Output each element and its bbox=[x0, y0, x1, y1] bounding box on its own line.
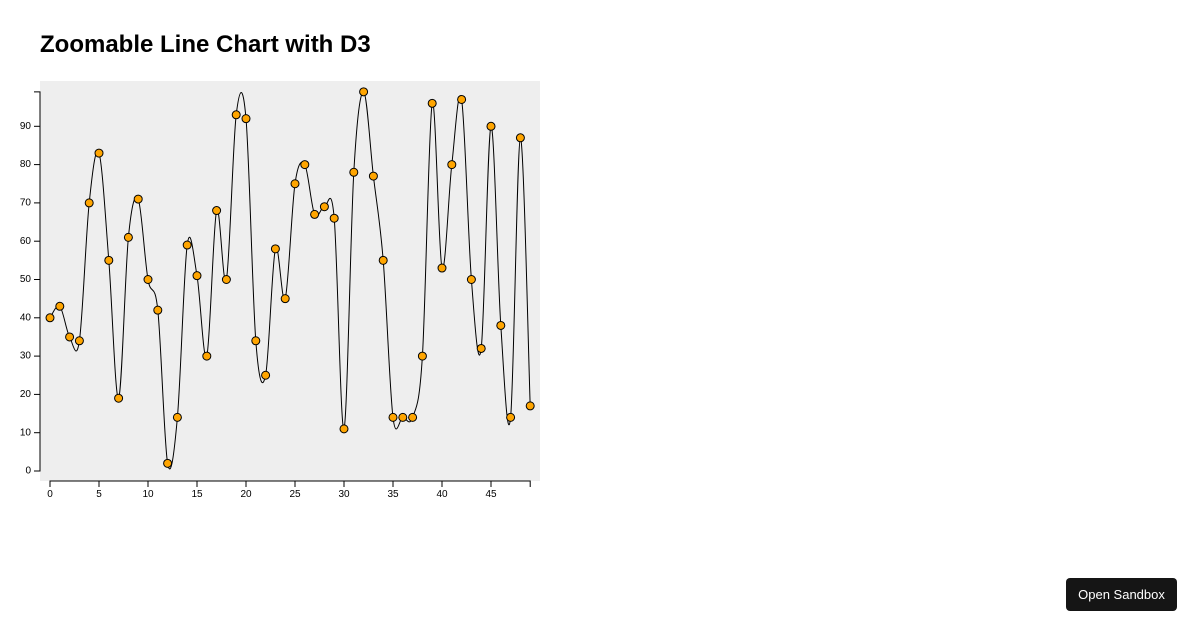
y-tick-label: 40 bbox=[20, 312, 32, 323]
data-point[interactable] bbox=[349, 167, 359, 177]
x-tick-label: 35 bbox=[387, 489, 399, 500]
y-tick-label: 70 bbox=[20, 198, 32, 209]
data-point[interactable] bbox=[310, 209, 320, 219]
x-tick-label: 30 bbox=[338, 489, 350, 500]
data-point[interactable] bbox=[427, 98, 437, 108]
data-point[interactable] bbox=[290, 179, 300, 189]
x-tick-label: 20 bbox=[240, 489, 252, 500]
y-tick-label: 10 bbox=[20, 427, 32, 438]
data-point[interactable] bbox=[270, 244, 280, 254]
x-axis: 0 5 10 15 20 25 30 35 40 45 bbox=[47, 480, 531, 500]
data-point[interactable] bbox=[476, 343, 486, 353]
data-point[interactable] bbox=[359, 87, 369, 97]
data-point[interactable] bbox=[153, 305, 163, 315]
data-point[interactable] bbox=[231, 110, 241, 120]
data-point[interactable] bbox=[114, 393, 124, 403]
data-point[interactable] bbox=[55, 301, 65, 311]
data-point[interactable] bbox=[378, 255, 388, 265]
data-point[interactable] bbox=[182, 240, 192, 250]
x-tick-label: 25 bbox=[289, 489, 301, 500]
data-point[interactable] bbox=[45, 313, 55, 323]
x-tick-label: 10 bbox=[142, 489, 154, 500]
data-point[interactable] bbox=[74, 336, 84, 346]
plot-background[interactable] bbox=[40, 81, 540, 481]
x-tick-label: 15 bbox=[191, 489, 203, 500]
data-point[interactable] bbox=[280, 294, 290, 304]
y-axis: 0 10 20 30 40 50 60 70 80 90 bbox=[20, 91, 41, 477]
data-point[interactable] bbox=[300, 160, 310, 170]
data-point[interactable] bbox=[408, 412, 418, 422]
data-point[interactable] bbox=[133, 194, 143, 204]
open-sandbox-button[interactable]: Open Sandbox bbox=[1066, 578, 1177, 611]
data-point[interactable] bbox=[65, 332, 75, 342]
data-point[interactable] bbox=[496, 320, 506, 330]
data-point[interactable] bbox=[104, 255, 114, 265]
y-tick-label: 30 bbox=[20, 351, 32, 362]
data-point[interactable] bbox=[447, 160, 457, 170]
y-tick-label: 0 bbox=[25, 466, 31, 477]
y-tick-label: 90 bbox=[20, 121, 32, 132]
y-tick-label: 60 bbox=[20, 236, 32, 247]
page-title: Zoomable Line Chart with D3 bbox=[40, 31, 371, 58]
x-tick-label: 45 bbox=[485, 489, 497, 500]
data-point[interactable] bbox=[388, 412, 398, 422]
data-point[interactable] bbox=[525, 401, 535, 411]
data-point[interactable] bbox=[319, 202, 329, 212]
data-point[interactable] bbox=[94, 148, 104, 158]
x-tick-label: 5 bbox=[96, 489, 102, 500]
data-point[interactable] bbox=[457, 94, 467, 104]
data-point[interactable] bbox=[329, 213, 339, 223]
data-point[interactable] bbox=[515, 133, 525, 143]
x-tick-label: 40 bbox=[436, 489, 448, 500]
data-point[interactable] bbox=[172, 412, 182, 422]
data-point[interactable] bbox=[212, 206, 222, 216]
y-axis-line bbox=[34, 91, 41, 472]
x-axis-line bbox=[49, 480, 531, 487]
y-tick-label: 20 bbox=[20, 389, 32, 400]
data-point[interactable] bbox=[368, 171, 378, 181]
data-points bbox=[45, 87, 535, 468]
data-point[interactable] bbox=[241, 114, 251, 124]
data-point[interactable] bbox=[261, 370, 271, 380]
data-point[interactable] bbox=[437, 263, 447, 273]
data-point[interactable] bbox=[163, 458, 173, 468]
data-point[interactable] bbox=[466, 275, 476, 284]
data-point[interactable] bbox=[143, 275, 153, 284]
data-point[interactable] bbox=[221, 275, 231, 284]
data-point[interactable] bbox=[84, 198, 94, 208]
data-point[interactable] bbox=[486, 121, 496, 131]
y-tick-label: 80 bbox=[20, 159, 32, 170]
x-tick-label: 0 bbox=[47, 489, 53, 500]
data-point[interactable] bbox=[192, 271, 202, 281]
data-point[interactable] bbox=[123, 232, 133, 242]
data-point[interactable] bbox=[506, 412, 516, 422]
data-point[interactable] bbox=[417, 351, 427, 361]
data-point[interactable] bbox=[202, 351, 212, 361]
data-point[interactable] bbox=[398, 412, 408, 422]
data-point[interactable] bbox=[251, 336, 261, 346]
y-tick-label: 50 bbox=[20, 274, 32, 285]
data-point[interactable] bbox=[339, 424, 349, 434]
